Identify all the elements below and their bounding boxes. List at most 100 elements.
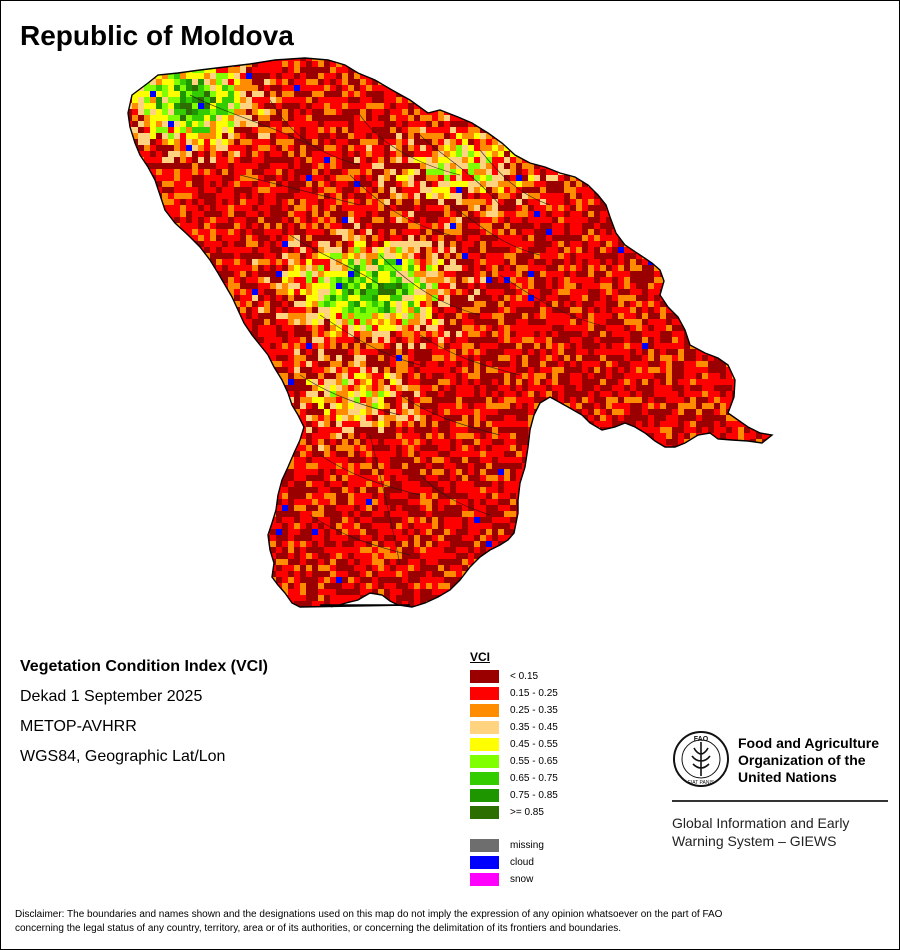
vci-cell — [732, 241, 738, 247]
vci-cell — [192, 97, 198, 103]
vci-cell — [576, 217, 582, 223]
vci-cell — [720, 73, 726, 79]
vci-cell — [300, 235, 306, 241]
vci-cell — [132, 193, 138, 199]
vci-cell — [360, 103, 366, 109]
vci-cell — [516, 85, 522, 91]
vci-cell — [216, 79, 222, 85]
vci-cell — [432, 97, 438, 103]
vci-cell — [672, 85, 678, 91]
vci-cell — [714, 157, 720, 163]
vci-cell — [450, 169, 456, 175]
vci-cell — [456, 175, 462, 181]
vci-cell — [594, 271, 600, 277]
vci-cell — [702, 67, 708, 73]
vci-cell — [342, 157, 348, 163]
vci-cell — [690, 115, 696, 121]
vci-cell — [336, 73, 342, 79]
vci-cell — [756, 163, 762, 169]
vci-cell — [744, 145, 750, 151]
vci-cell — [186, 229, 192, 235]
vci-cell — [588, 199, 594, 205]
vci-cell — [618, 199, 624, 205]
vci-cell — [540, 103, 546, 109]
vci-cell — [348, 307, 354, 313]
vci-cell — [684, 91, 690, 97]
vci-cell — [210, 223, 216, 229]
vci-cell — [624, 133, 630, 139]
vci-cell — [774, 277, 780, 283]
vci-cell — [402, 211, 408, 217]
vci-cell — [240, 133, 246, 139]
vci-cell — [600, 271, 606, 277]
vci-cell — [696, 91, 702, 97]
vci-cell — [516, 295, 522, 301]
vci-cell — [468, 253, 474, 259]
vci-cell — [768, 211, 772, 217]
vci-cell — [306, 325, 312, 331]
vci-cell — [582, 277, 588, 283]
vci-cell — [432, 187, 438, 193]
vci-cell — [378, 301, 384, 307]
vci-cell — [468, 313, 474, 319]
vci-cell — [630, 175, 636, 181]
vci-cell — [720, 127, 726, 133]
vci-cell — [576, 199, 582, 205]
vci-cell — [366, 157, 372, 163]
vci-cell — [414, 307, 420, 313]
vci-cell — [762, 301, 768, 307]
vci-cell — [558, 109, 564, 115]
vci-cell — [744, 169, 750, 175]
vci-cell — [708, 205, 714, 211]
vci-cell — [384, 241, 390, 247]
vci-cell — [360, 139, 366, 145]
vci-cell — [288, 97, 294, 103]
vci-cell — [708, 139, 714, 145]
vci-cell — [264, 127, 270, 133]
vci-cell — [702, 157, 708, 163]
vci-cell — [432, 199, 438, 205]
vci-cell — [186, 115, 192, 121]
vci-cell — [540, 283, 546, 289]
vci-cell — [258, 157, 264, 163]
vci-cell — [156, 205, 162, 211]
vci-cell — [576, 319, 582, 325]
vci-cell — [330, 313, 336, 319]
vci-cell — [450, 91, 456, 97]
vci-cell — [384, 235, 390, 241]
vci-cell — [690, 145, 696, 151]
vci-cell — [246, 193, 252, 199]
vci-cell — [348, 175, 354, 181]
vci-cell — [438, 97, 444, 103]
vci-cell — [282, 259, 288, 265]
vci-cell — [156, 58, 162, 61]
vci-cell — [588, 85, 594, 91]
vci-cell — [708, 85, 714, 91]
vci-cell — [270, 163, 276, 169]
vci-cell — [288, 91, 294, 97]
vci-cell — [324, 235, 330, 241]
vci-cell — [144, 259, 150, 265]
vci-cell — [180, 217, 186, 223]
vci-cell — [174, 235, 180, 241]
vci-cell — [240, 181, 246, 187]
vci-cell — [774, 253, 780, 259]
vci-cell — [696, 73, 702, 79]
vci-cell — [128, 307, 132, 313]
vci-cell — [162, 61, 168, 67]
vci-cell — [384, 139, 390, 145]
vci-cell — [402, 85, 408, 91]
vci-cell — [726, 247, 732, 253]
vci-cell — [390, 127, 396, 133]
vci-cell — [450, 319, 456, 325]
vci-cell — [642, 139, 648, 145]
vci-cell — [210, 58, 216, 61]
vci-cell — [774, 241, 780, 247]
vci-cell — [128, 145, 132, 151]
vci-cell — [582, 58, 588, 61]
vci-cell — [612, 175, 618, 181]
vci-cell — [192, 271, 198, 277]
vci-cell — [120, 139, 126, 145]
vci-cell — [156, 289, 162, 295]
vci-cell — [492, 313, 498, 319]
